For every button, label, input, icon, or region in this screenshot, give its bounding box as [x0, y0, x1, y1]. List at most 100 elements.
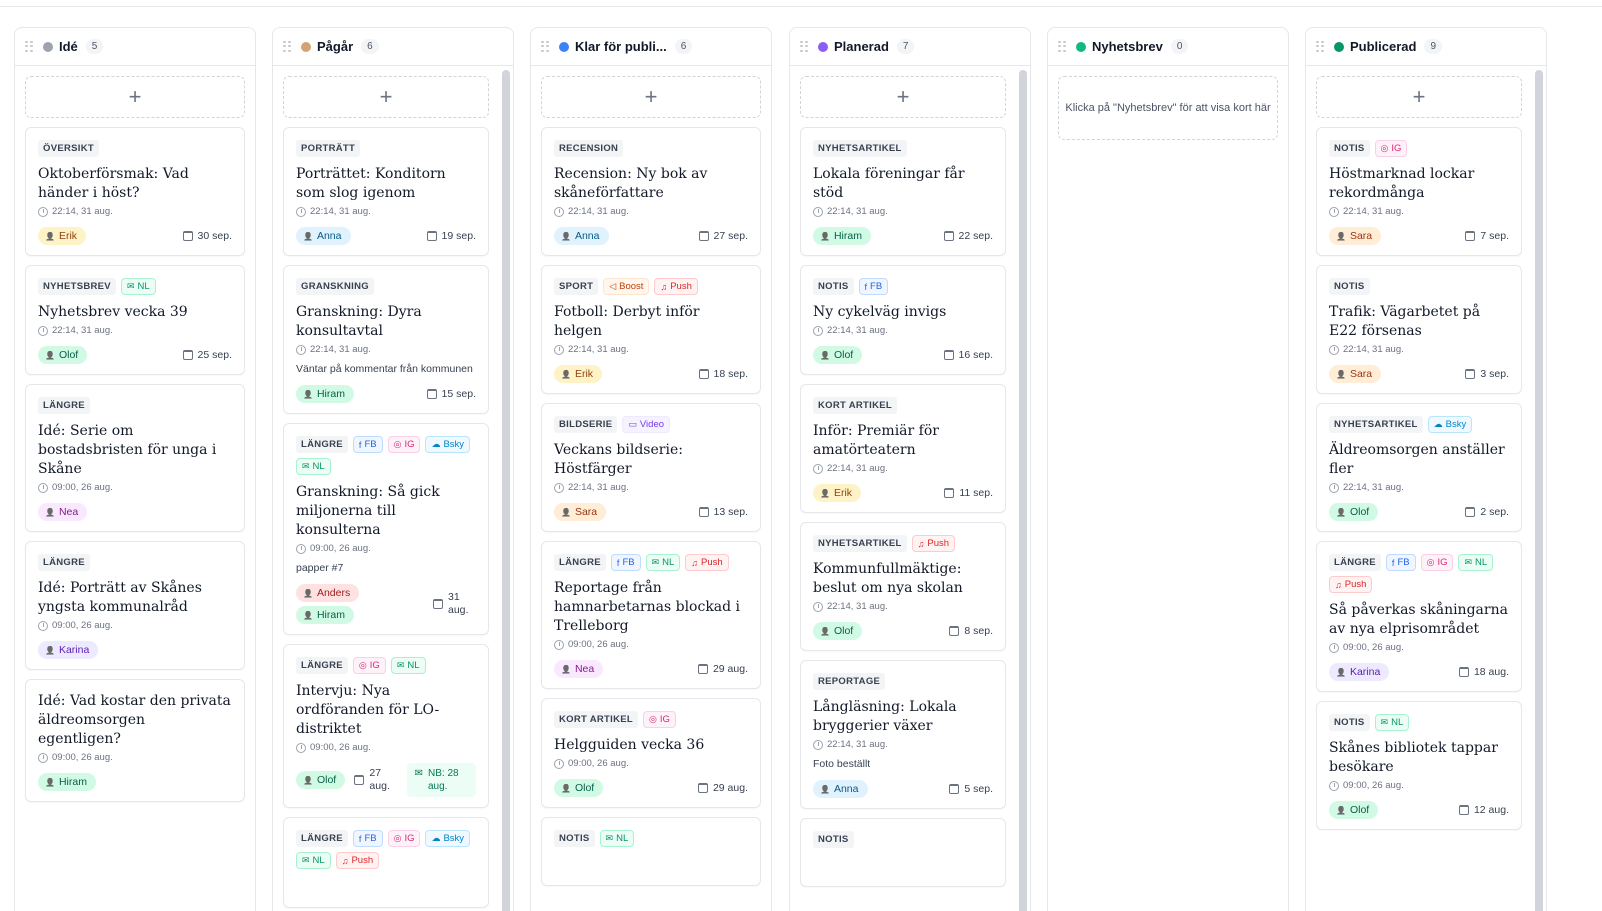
assignee-badge[interactable]: 👤 Olof — [1329, 801, 1379, 819]
nl-icon: ✉ — [651, 557, 660, 567]
story-card[interactable]: PORTRÄTT Porträttet: Konditorn som slog i… — [283, 127, 489, 256]
channel-label: NL — [312, 461, 325, 472]
drag-handle-icon[interactable] — [541, 40, 549, 53]
channel-label: Push — [1344, 579, 1367, 590]
assignee-badge[interactable]: 👤 Olof — [1329, 503, 1379, 521]
add-card-button[interactable]: + — [25, 76, 245, 118]
story-card[interactable]: NYHETSARTIKEL Lokala föreningar får stöd 2… — [800, 127, 1006, 256]
column-title: Idé — [59, 39, 78, 54]
card-footer: 👤 Hiram 15 sep. — [296, 385, 476, 403]
assignees: 👤 Hiram — [38, 773, 96, 791]
story-card[interactable]: LÄNGRE f FB ◎ IG ✉ NL ♫ Push Så påverkas skåninga… — [1316, 541, 1522, 692]
story-card[interactable]: KORT ARTIKEL Inför: Premiär för amatörtea… — [800, 384, 1006, 513]
add-card-button[interactable]: + — [800, 76, 1006, 118]
card-tags: NOTIS — [1329, 278, 1509, 295]
assignee-badge[interactable]: 👤 Sara — [1329, 365, 1382, 383]
assignee-badge[interactable]: 👤 Hiram — [296, 385, 354, 403]
story-card[interactable]: KORT ARTIKEL ◎ IG Helgguiden vecka 36 09:00,… — [541, 698, 761, 808]
assignee-badge[interactable]: 👤 Hiram — [813, 227, 871, 245]
story-card[interactable]: NYHETSARTIKEL ♫ Push Kommunfullmäktige: bes… — [800, 522, 1006, 651]
assignees: 👤 Olof — [1329, 801, 1379, 819]
assignees: 👤 Hiram — [813, 227, 871, 245]
channel-chip-nl: ✉ NL — [120, 278, 156, 295]
story-card[interactable]: BILDSERIE ▭ Video Veckans bildserie: Höstfä… — [541, 403, 761, 532]
story-card[interactable]: RECENSION Recension: Ny bok av skåneförfa… — [541, 127, 761, 256]
assignee-badge[interactable]: 👤 Sara — [554, 503, 607, 521]
assignee-badge[interactable]: 👤 Anna — [813, 780, 868, 798]
column-header[interactable]: Nyhetsbrev 0 — [1048, 28, 1288, 66]
drag-handle-icon[interactable] — [283, 40, 291, 53]
column-header[interactable]: Pågår 6 — [273, 28, 513, 66]
story-card[interactable]: SPORT ◁ Boost ♫ Push Fotboll: Derbyt inför he… — [541, 265, 761, 394]
assignee-badge[interactable]: 👤 Olof — [296, 771, 346, 789]
due-date-text: 30 sep. — [197, 230, 232, 242]
add-card-button[interactable]: + — [1316, 76, 1522, 118]
card-timestamp: 09:00, 26 aug. — [38, 482, 232, 493]
assignee-badge[interactable]: 👤 Karina — [1329, 663, 1390, 681]
assignee-badge[interactable]: 👤 Olof — [554, 779, 604, 797]
story-card[interactable]: NOTIS ✉ NL — [541, 817, 761, 886]
story-card[interactable]: NOTIS f FB Ny cykelväg invigs 22:14, 31 aug.… — [800, 265, 1006, 375]
story-card[interactable]: LÄNGRE ◎ IG ✉ NL Intervju: Nya ordföranden fö… — [283, 644, 489, 808]
add-card-button[interactable]: + — [283, 76, 489, 118]
card-tags: LÄNGRE f FB ◎ IG ☁ Bsky ✉ NL — [296, 436, 476, 475]
story-card[interactable]: REPORTAGE Långläsning: Lokala bryggerier … — [800, 660, 1006, 809]
channel-chip-push: ♫ Push — [685, 554, 729, 571]
column-header[interactable]: Klar för publi... 6 — [531, 28, 771, 66]
story-card[interactable]: LÄNGRE f FB ◎ IG ☁ Bsky ✉ NL Granskning: Så gick … — [283, 423, 489, 635]
story-card[interactable]: NYHETSBREV ✉ NL Nyhetsbrev vecka 39 22:14, 3… — [25, 265, 245, 375]
column-scrollbar[interactable] — [502, 70, 510, 911]
assignee-name: Sara — [574, 506, 598, 518]
assignee-badge[interactable]: 👤 Erik — [813, 484, 862, 502]
card-timestamp: 09:00, 26 aug. — [296, 742, 476, 753]
story-card[interactable]: ÖVERSIKT Oktoberförsmak: Vad händer i hös… — [25, 127, 245, 256]
assignee-badge[interactable]: 👤 Olof — [38, 346, 88, 364]
story-card[interactable]: LÄNGRE Idé: Serie om bostadsbristen för u… — [25, 384, 245, 532]
channel-chip-bsky: ☁ Bsky — [425, 830, 471, 847]
drag-handle-icon[interactable] — [800, 40, 808, 53]
assignee-badge[interactable]: 👤 Erik — [38, 227, 87, 245]
card-title: Idé: Vad kostar den privata äldreomsorge… — [38, 693, 231, 747]
assignee-badge[interactable]: 👤 Sara — [1329, 227, 1382, 245]
story-card[interactable]: NOTIS ✉ NL Skånes bibliotek tappar besökare… — [1316, 701, 1522, 830]
assignee-badge[interactable]: 👤 Nea — [38, 503, 88, 521]
column-scrollbar[interactable] — [1019, 70, 1027, 911]
column-header[interactable]: Planerad 7 — [790, 28, 1030, 66]
column-scrollbar[interactable] — [1535, 70, 1543, 911]
column-header[interactable]: Idé 5 — [15, 28, 255, 66]
drag-handle-icon[interactable] — [25, 40, 33, 53]
ig-icon: ◎ — [648, 714, 657, 724]
story-card[interactable]: NOTIS Trafik: Vägarbetet på E22 försenas 2… — [1316, 265, 1522, 394]
card-footer: 👤 Anders 👤 Hiram 31 aug. — [296, 584, 476, 624]
drag-handle-icon[interactable] — [1316, 40, 1324, 53]
assignee-badge[interactable]: 👤 Karina — [38, 641, 99, 659]
column-body: + RECENSION Recension: Ny bok av skåneförf… — [531, 67, 771, 911]
assignee-badge[interactable]: 👤 Olof — [813, 622, 863, 640]
category-badge: LÄNGRE — [554, 554, 606, 571]
channel-chip-bsky: ☁ Bsky — [425, 436, 471, 453]
assignee-badge[interactable]: 👤 Nea — [554, 660, 604, 678]
story-card[interactable]: LÄNGRE f FB ◎ IG ☁ Bsky ✉ NL ♫ Push — [283, 817, 489, 908]
drag-handle-icon[interactable] — [1058, 40, 1066, 53]
story-card[interactable]: GRANSKNING Granskning: Dyra konsultavtal 2… — [283, 265, 489, 414]
story-card[interactable]: NYHETSARTIKEL ☁ Bsky Äldreomsorgen anställe… — [1316, 403, 1522, 532]
assignee-name: Sara — [1349, 368, 1373, 380]
card-tags: NYHETSARTIKEL ☁ Bsky — [1329, 416, 1509, 433]
assignee-badge[interactable]: 👤 Anna — [554, 227, 609, 245]
assignee-badge[interactable]: 👤 Hiram — [296, 606, 354, 624]
story-card[interactable]: Idé: Vad kostar den privata äldreomsorge… — [25, 679, 245, 802]
add-card-button[interactable]: + — [541, 76, 761, 118]
story-card[interactable]: LÄNGRE f FB ✉ NL ♫ Push Reportage från hamnarbe… — [541, 541, 761, 689]
user-icon: 👤 — [1336, 805, 1346, 815]
assignee-badge[interactable]: 👤 Anna — [296, 227, 351, 245]
empty-placeholder[interactable]: Klicka på "Nyhetsbrev" för att visa kort… — [1058, 76, 1278, 140]
column-header[interactable]: Publicerad 9 — [1306, 28, 1546, 66]
assignee-badge[interactable]: 👤 Anders — [296, 584, 360, 602]
story-card[interactable]: LÄNGRE Idé: Porträtt av Skånes yngsta kom… — [25, 541, 245, 670]
assignee-badge[interactable]: 👤 Hiram — [38, 773, 96, 791]
timestamp-text: 22:14, 31 aug. — [827, 463, 888, 474]
story-card[interactable]: NOTIS ◎ IG Höstmarknad lockar rekordmånga 22… — [1316, 127, 1522, 256]
assignee-badge[interactable]: 👤 Olof — [813, 346, 863, 364]
story-card[interactable]: NOTIS — [800, 818, 1006, 887]
assignee-badge[interactable]: 👤 Erik — [554, 365, 603, 383]
